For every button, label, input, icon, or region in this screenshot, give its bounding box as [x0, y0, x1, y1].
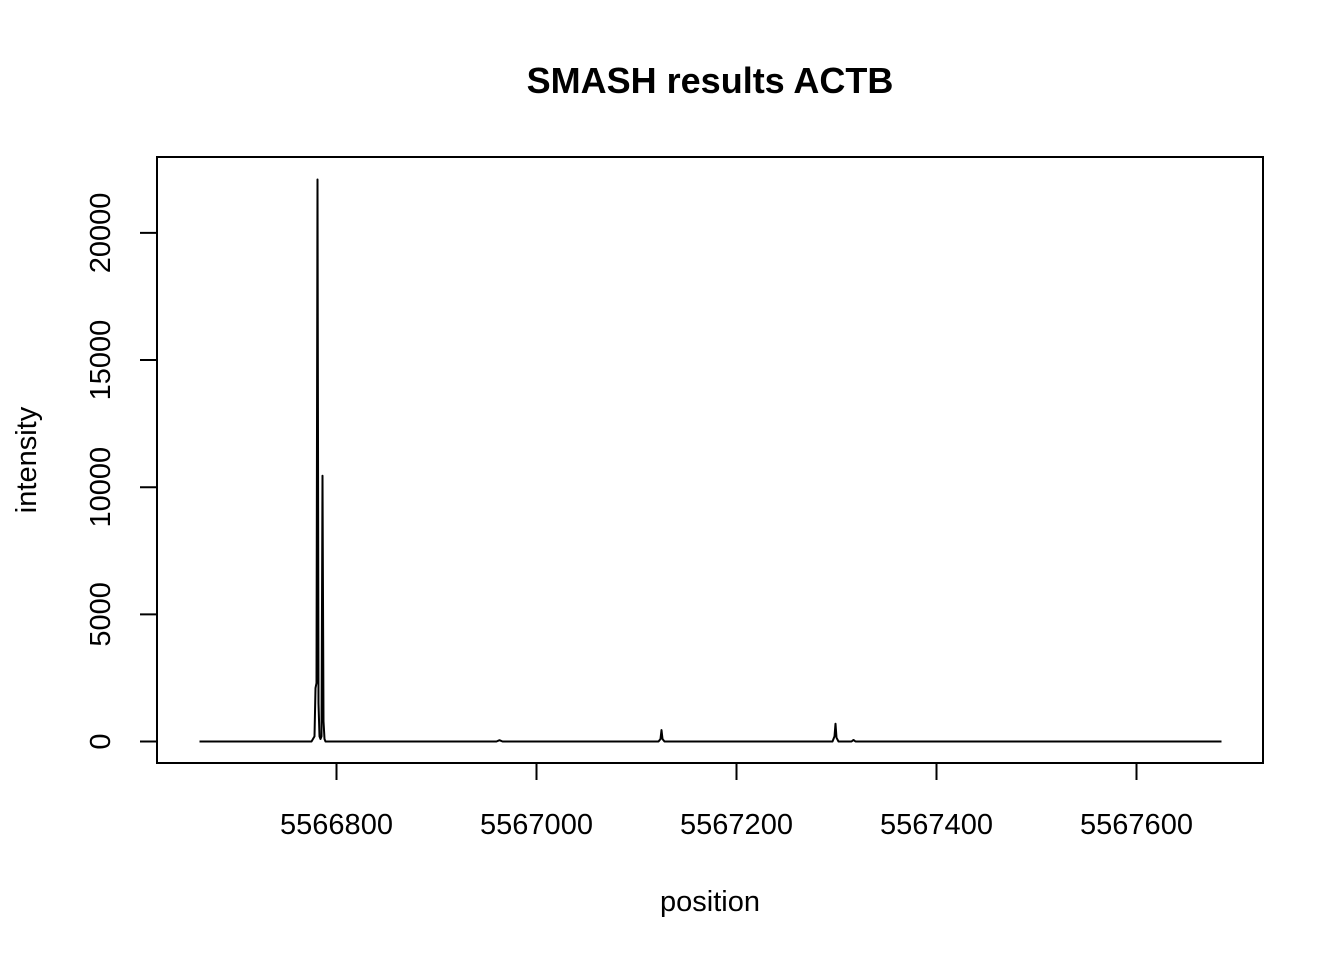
x-axis-label: position [660, 886, 760, 918]
x-tick-label: 5567000 [480, 809, 593, 841]
y-tick-label: 15000 [85, 320, 117, 401]
x-tick-label: 5567200 [680, 809, 793, 841]
y-axis: 0 5000 10000 15000 20000 [85, 193, 158, 750]
y-tick-label: 5000 [85, 582, 117, 647]
x-tick-label: 5566800 [280, 809, 393, 841]
y-axis-label: intensity [11, 406, 43, 513]
series-layer [199, 178, 1222, 743]
y-tick-label: 0 [85, 733, 117, 749]
x-tick-label: 5567400 [880, 809, 993, 841]
x-axis: 5566800 5567000 5567200 5567400 5567600 [280, 762, 1193, 841]
y-tick-label: 20000 [85, 193, 117, 274]
chart-title: SMASH results ACTB [527, 60, 894, 101]
x-tick-label: 5567600 [1080, 809, 1193, 841]
series-line [199, 178, 1222, 743]
y-tick-label: 10000 [85, 447, 117, 528]
